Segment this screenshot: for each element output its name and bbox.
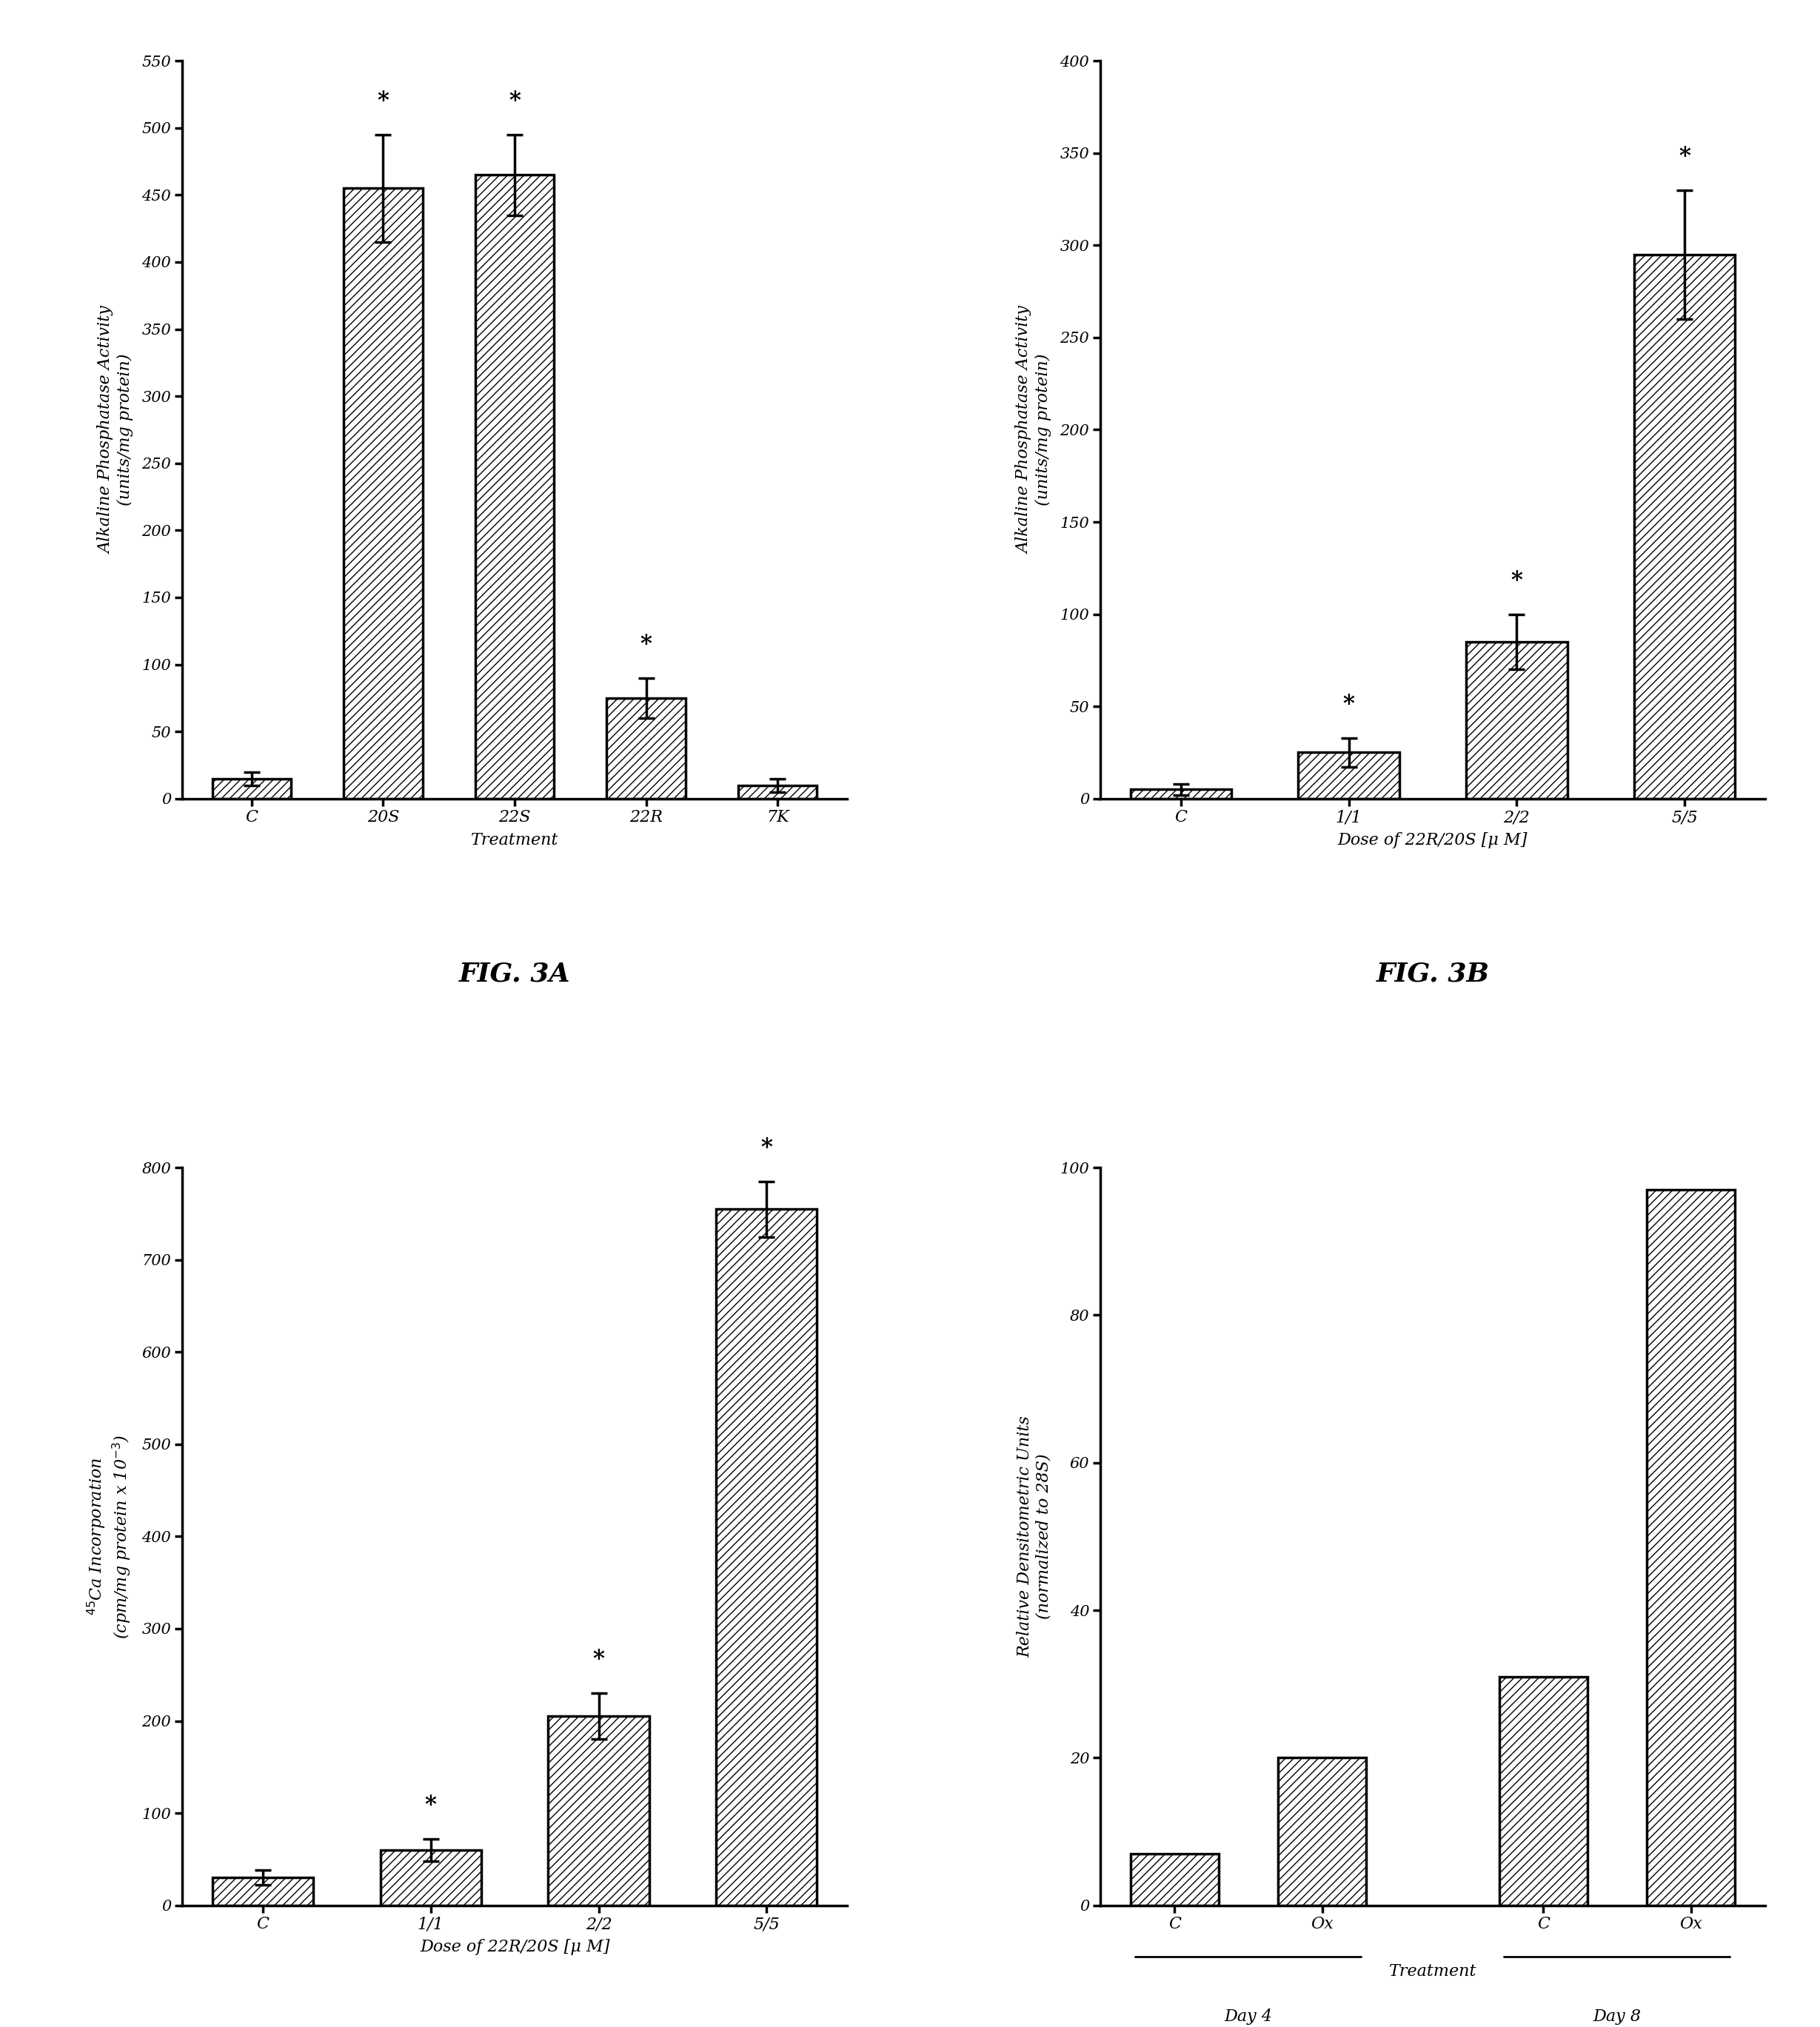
Y-axis label: Relative Densitometric Units
(normalized to 28S): Relative Densitometric Units (normalized… — [1017, 1415, 1052, 1658]
Text: *: * — [761, 1137, 772, 1159]
Bar — [213, 1877, 313, 1905]
Text: *: * — [1678, 144, 1691, 168]
Text: Day 4: Day 4 — [1225, 2009, 1272, 2025]
Bar — [213, 778, 291, 799]
X-axis label: Treatment: Treatment — [1389, 1964, 1476, 1980]
X-axis label: Dose of 22R/20S [μ M]: Dose of 22R/20S [μ M] — [1338, 831, 1527, 847]
X-axis label: Dose of 22R/20S [μ M]: Dose of 22R/20S [μ M] — [420, 1938, 610, 1954]
Bar — [1130, 789, 1230, 799]
Bar — [1298, 752, 1400, 799]
X-axis label: Treatment: Treatment — [471, 831, 559, 847]
Bar — [1500, 1676, 1587, 1905]
Text: FIG. 3B: FIG. 3B — [1376, 961, 1489, 985]
Text: *: * — [593, 1648, 604, 1670]
Bar — [548, 1717, 650, 1905]
Text: *: * — [641, 632, 652, 657]
Bar — [1647, 1190, 1734, 1905]
Text: FIG. 3A: FIG. 3A — [459, 961, 570, 985]
Text: *: * — [424, 1794, 437, 1816]
Text: *: * — [1343, 693, 1354, 716]
Text: *: * — [510, 89, 521, 111]
Bar — [344, 189, 422, 799]
Bar — [739, 784, 817, 799]
Bar — [1634, 255, 1734, 799]
Y-axis label: Alkaline Phosphatase Activity
(units/mg protein): Alkaline Phosphatase Activity (units/mg … — [98, 306, 133, 553]
Bar — [606, 697, 686, 799]
Bar — [1278, 1757, 1367, 1905]
Text: *: * — [377, 89, 389, 111]
Bar — [380, 1851, 480, 1905]
Y-axis label: $^{45}$Ca Incorporation
(cpm/mg protein x 10$^{-3}$): $^{45}$Ca Incorporation (cpm/mg protein … — [86, 1433, 133, 1640]
Bar — [475, 174, 553, 799]
Text: *: * — [1511, 570, 1523, 592]
Text: Day 8: Day 8 — [1592, 2009, 1642, 2025]
Bar — [1467, 643, 1567, 799]
Bar — [1130, 1855, 1219, 1905]
Bar — [717, 1208, 817, 1905]
Y-axis label: Alkaline Phosphatase Activity
(units/mg protein): Alkaline Phosphatase Activity (units/mg … — [1016, 306, 1052, 553]
